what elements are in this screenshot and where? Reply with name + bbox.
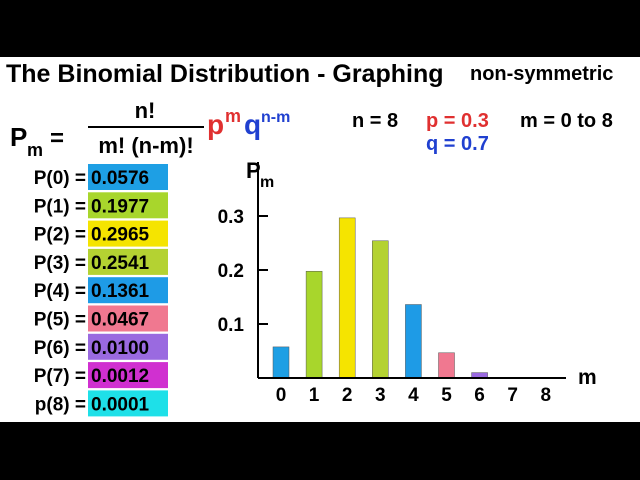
row-label: P(4) = <box>34 281 86 302</box>
bar <box>405 304 422 379</box>
value-cell <box>88 390 168 417</box>
x-axis-label: m <box>578 366 597 389</box>
formula-lhs: P <box>10 122 27 152</box>
param-p: p = 0.3 <box>426 110 489 132</box>
x-tick-label: 5 <box>441 385 452 406</box>
x-tick-label: 4 <box>408 385 419 406</box>
title: The Binomial Distribution - Graphing <box>6 60 444 88</box>
y-axis-label-sub: m <box>260 174 274 191</box>
value-cell <box>88 192 168 219</box>
value-text: 0.0012 <box>91 366 149 387</box>
x-tick-label: 7 <box>507 385 518 406</box>
row-label: P(1) = <box>34 196 86 217</box>
value-text: 0.0576 <box>91 168 149 189</box>
formula-denominator: m! (n-m)! <box>98 133 193 158</box>
y-axis-label: P <box>246 158 261 183</box>
x-tick-label: 6 <box>474 385 485 406</box>
bar <box>272 346 290 379</box>
row-label: P(7) = <box>34 366 86 387</box>
value-cell <box>88 248 168 275</box>
row-label: P(3) = <box>34 253 86 274</box>
value-text: 0.2965 <box>91 225 150 246</box>
y-tick-label: 0.2 <box>218 261 244 282</box>
value-text: 0.0467 <box>91 310 149 331</box>
formula-lhs-sub: m <box>27 140 43 160</box>
value-cell <box>88 333 168 360</box>
y-tick-label: 0.3 <box>218 207 244 228</box>
formula-q: q <box>244 109 261 140</box>
formula-p-exp: m <box>225 106 241 126</box>
formula-equals: = <box>50 125 64 152</box>
x-tick-label: 1 <box>309 385 320 406</box>
bar <box>372 240 389 379</box>
row-label: P(0) = <box>34 168 86 189</box>
y-tick-label: 0.1 <box>218 315 245 336</box>
value-text: 0.0100 <box>91 338 149 359</box>
formula-numerator: n! <box>135 98 156 123</box>
bar <box>438 352 455 379</box>
value-cell <box>88 277 168 304</box>
formula-q-exp: n-m <box>261 109 290 126</box>
row-label: P(5) = <box>34 310 86 331</box>
bar <box>305 270 323 379</box>
param-m: m = 0 to 8 <box>520 110 613 132</box>
x-tick-label: 2 <box>342 385 353 406</box>
value-text: 0.1361 <box>91 281 150 302</box>
title-note: non-symmetric <box>470 63 613 85</box>
value-cell <box>88 220 168 247</box>
value-cell <box>88 362 168 389</box>
value-text: 0.2541 <box>91 253 150 274</box>
row-label: P(2) = <box>34 225 86 246</box>
x-tick-label: 0 <box>276 385 287 406</box>
param-q: q = 0.7 <box>426 133 489 155</box>
bar <box>338 217 356 379</box>
row-label: p(8) = <box>35 394 86 415</box>
value-cell <box>88 305 168 332</box>
value-cell <box>88 164 168 190</box>
x-tick-label: 3 <box>375 385 386 406</box>
x-tick-label: 8 <box>541 385 552 406</box>
formula-p: p <box>207 109 224 140</box>
value-text: 0.0001 <box>91 394 150 415</box>
value-text: 0.1977 <box>91 196 149 217</box>
param-n: n = 8 <box>352 110 398 132</box>
row-label: P(6) = <box>34 338 86 359</box>
